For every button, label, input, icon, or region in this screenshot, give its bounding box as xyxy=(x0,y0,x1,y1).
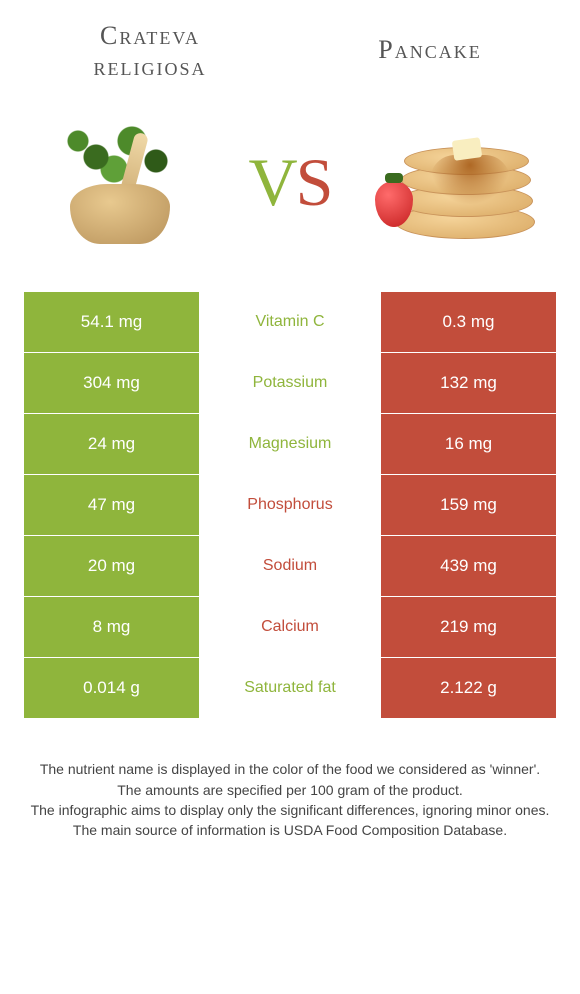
table-row: 54.1 mgVitamin C0.3 mg xyxy=(24,292,556,352)
footer-line: The nutrient name is displayed in the co… xyxy=(24,759,556,779)
images-row: VS xyxy=(0,92,580,292)
left-food-title: Crateva religiosa xyxy=(40,20,260,82)
left-value: 0.014 g xyxy=(24,658,199,718)
nutrient-label: Saturated fat xyxy=(199,658,381,718)
nutrient-label: Vitamin C xyxy=(199,292,381,352)
right-value: 2.122 g xyxy=(381,658,556,718)
right-value: 219 mg xyxy=(381,597,556,657)
footer-line: The infographic aims to display only the… xyxy=(24,800,556,820)
nutrient-table: 54.1 mgVitamin C0.3 mg304 mgPotassium132… xyxy=(0,292,580,718)
table-row: 8 mgCalcium219 mg xyxy=(24,597,556,657)
left-value: 20 mg xyxy=(24,536,199,596)
left-value: 54.1 mg xyxy=(24,292,199,352)
nutrient-label: Phosphorus xyxy=(199,475,381,535)
nutrient-label: Calcium xyxy=(199,597,381,657)
left-value: 8 mg xyxy=(24,597,199,657)
right-food-title: Pancake xyxy=(320,20,540,65)
right-value: 439 mg xyxy=(381,536,556,596)
left-value: 47 mg xyxy=(24,475,199,535)
vs-label: VS xyxy=(249,143,332,222)
right-value: 16 mg xyxy=(381,414,556,474)
header: Crateva religiosa Pancake xyxy=(0,0,580,92)
footer-line: The main source of information is USDA F… xyxy=(24,820,556,840)
nutrient-label: Sodium xyxy=(199,536,381,596)
right-food-image xyxy=(370,102,550,262)
footer-notes: The nutrient name is displayed in the co… xyxy=(0,719,580,840)
right-value: 159 mg xyxy=(381,475,556,535)
nutrient-label: Potassium xyxy=(199,353,381,413)
table-row: 20 mgSodium439 mg xyxy=(24,536,556,596)
table-row: 24 mgMagnesium16 mg xyxy=(24,414,556,474)
right-value: 0.3 mg xyxy=(381,292,556,352)
vs-s: S xyxy=(296,144,332,220)
table-row: 304 mgPotassium132 mg xyxy=(24,353,556,413)
left-value: 304 mg xyxy=(24,353,199,413)
right-value: 132 mg xyxy=(381,353,556,413)
table-row: 47 mgPhosphorus159 mg xyxy=(24,475,556,535)
vs-v: V xyxy=(249,144,296,220)
left-value: 24 mg xyxy=(24,414,199,474)
nutrient-label: Magnesium xyxy=(199,414,381,474)
table-row: 0.014 gSaturated fat2.122 g xyxy=(24,658,556,718)
left-food-image xyxy=(30,102,210,262)
footer-line: The amounts are specified per 100 gram o… xyxy=(24,780,556,800)
